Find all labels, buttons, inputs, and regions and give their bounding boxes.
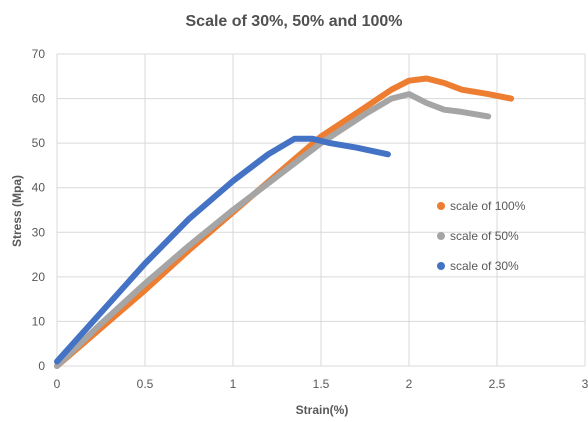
legend-label: scale of 100% (450, 199, 526, 213)
x-tick-label: 2 (406, 377, 413, 391)
x-tick-label: 3 (582, 377, 588, 391)
legend-marker (437, 262, 445, 270)
legend-label: scale of 50% (450, 229, 519, 243)
series-lines (54, 75, 515, 369)
chart-title: Scale of 30%, 50% and 100% (186, 13, 403, 30)
x-tick-label: 1 (230, 377, 237, 391)
series-line-0 (54, 75, 515, 369)
y-tick-label: 60 (32, 92, 46, 106)
series-line-2 (54, 135, 391, 365)
series-line-1 (54, 91, 492, 369)
y-tick-label: 50 (32, 136, 46, 150)
y-tick-label: 20 (32, 270, 46, 284)
axes: 0 10 20 30 40 50 60 70 0 0.5 1 1.5 2 2.5 3 (32, 47, 588, 391)
y-axis-title: Stress (Mpa) (10, 175, 24, 247)
x-tick-label: 2.5 (489, 377, 506, 391)
y-tick-label: 70 (32, 47, 46, 61)
x-tick-label: 0.5 (137, 377, 154, 391)
y-tick-label: 0 (38, 359, 45, 373)
legend-marker (437, 202, 445, 210)
y-tick-label: 30 (32, 225, 46, 239)
x-tick-label: 0 (54, 377, 61, 391)
x-tick-label: 1.5 (313, 377, 330, 391)
legend-label: scale of 30% (450, 259, 519, 273)
legend-marker (437, 232, 445, 240)
y-tick-label: 10 (32, 314, 46, 328)
y-tick-label: 40 (32, 181, 46, 195)
legend: scale of 100% scale of 50% scale of 30% (437, 199, 526, 273)
x-axis-title: Strain(%) (296, 403, 349, 417)
